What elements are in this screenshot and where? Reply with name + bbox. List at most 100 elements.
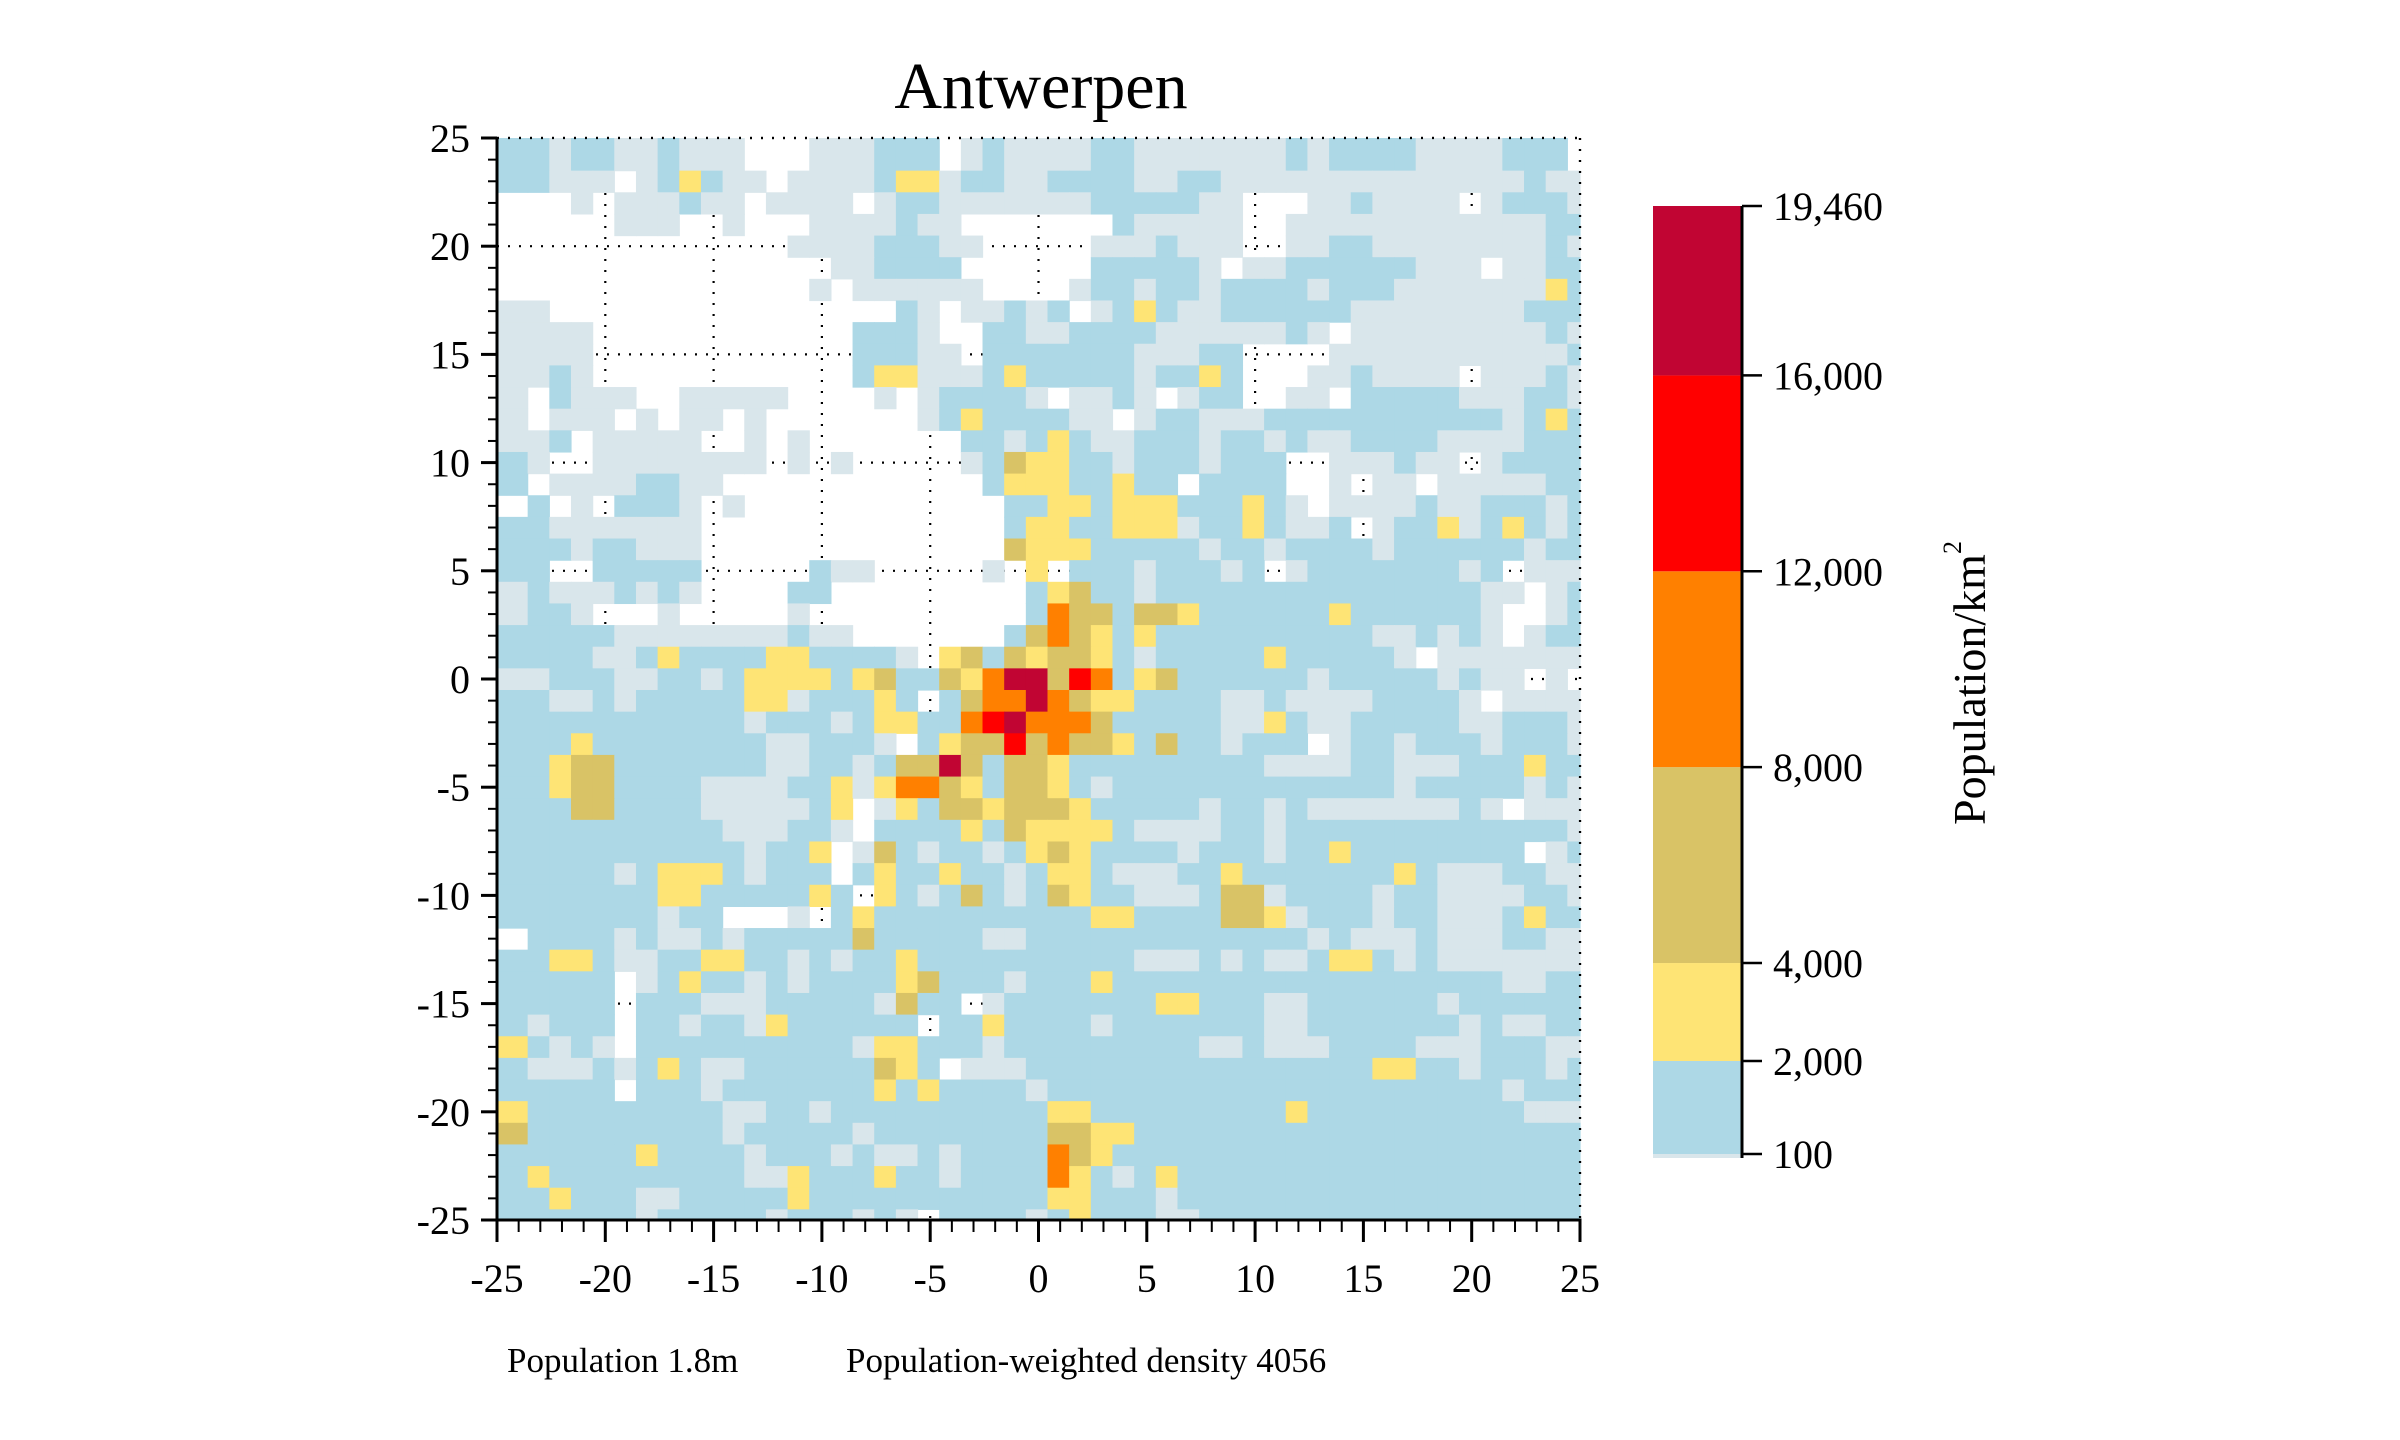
heatmap-cell — [960, 733, 984, 756]
x-tick-label: -15 — [687, 1256, 740, 1301]
heatmap-cell — [1415, 733, 1438, 756]
heatmap-cell — [1264, 1036, 1287, 1059]
heatmap-cell — [960, 387, 984, 410]
heatmap-cell — [592, 690, 615, 713]
heatmap-cell — [1025, 668, 1049, 691]
heatmap-cell — [1242, 668, 1265, 691]
heatmap-cell — [1285, 1014, 1309, 1037]
heatmap-cell — [809, 949, 832, 972]
heatmap-cell — [1480, 365, 1503, 388]
heatmap-cell — [852, 213, 875, 237]
heatmap-cell — [1524, 1014, 1547, 1037]
heatmap-cell — [549, 343, 572, 366]
heatmap-cell — [1134, 1057, 1157, 1081]
heatmap-cell — [1112, 1144, 1135, 1167]
heatmap-cell — [549, 1014, 572, 1037]
heatmap-cell — [1112, 992, 1135, 1016]
heatmap-cell — [635, 819, 659, 843]
heatmap-cell — [1437, 473, 1460, 496]
heatmap-cell — [1524, 516, 1547, 540]
heatmap-cell — [700, 949, 724, 972]
heatmap-cell — [874, 949, 897, 972]
heatmap-cell — [1155, 1101, 1179, 1124]
heatmap-cell — [1307, 322, 1330, 345]
heatmap-cell — [1437, 1057, 1460, 1081]
heatmap-cell — [1567, 819, 1581, 843]
heatmap-cell — [874, 798, 897, 821]
heatmap-cell — [1480, 451, 1503, 475]
heatmap-cell — [657, 1187, 680, 1210]
heatmap-cell — [765, 798, 789, 821]
heatmap-cell — [1415, 1122, 1438, 1146]
heatmap-cell — [722, 1036, 745, 1059]
heatmap-cell — [1112, 387, 1135, 410]
heatmap-cell — [722, 754, 745, 778]
heatmap-cell — [1545, 1057, 1568, 1081]
heatmap-cell — [809, 1122, 832, 1146]
heatmap-cell — [1459, 516, 1482, 540]
heatmap-cell — [1415, 949, 1438, 972]
y-tick-label: 15 — [430, 332, 470, 377]
heatmap-cell — [982, 408, 1005, 431]
heatmap-cell — [570, 754, 594, 778]
heatmap-cell — [809, 690, 832, 713]
heatmap-cell — [1545, 387, 1568, 410]
heatmap-cell — [852, 1057, 875, 1081]
heatmap-cell — [527, 949, 550, 972]
heatmap-cell — [679, 928, 702, 951]
heatmap-cell — [1199, 300, 1222, 323]
heatmap-cell — [1545, 884, 1568, 907]
heatmap-cell — [592, 625, 615, 648]
heatmap-cell — [1285, 690, 1309, 713]
heatmap-cell — [722, 733, 745, 756]
heatmap-cell — [527, 711, 550, 734]
heatmap-cell — [917, 322, 940, 345]
heatmap-cell — [1437, 1166, 1460, 1189]
heatmap-cell — [895, 235, 919, 258]
heatmap-cell — [592, 387, 615, 410]
heatmap-cell — [1025, 343, 1049, 366]
heatmap-cell — [1502, 538, 1525, 561]
heatmap-cell — [527, 603, 550, 626]
heatmap-cell — [1069, 495, 1092, 518]
heatmap-cell — [852, 733, 875, 756]
heatmap-cell — [1112, 495, 1135, 518]
heatmap-cell — [1112, 928, 1135, 951]
heatmap-cell — [1004, 949, 1027, 972]
heatmap-cell — [700, 711, 724, 734]
heatmap-cell — [1502, 841, 1525, 864]
heatmap-cell — [1004, 690, 1027, 713]
heatmap-cell — [1069, 1209, 1092, 1221]
heatmap-cell — [549, 581, 572, 605]
heatmap-cell — [1220, 625, 1244, 648]
heatmap-cell — [1567, 235, 1581, 258]
heatmap-cell — [1459, 992, 1482, 1016]
heatmap-cell — [1437, 451, 1460, 475]
heatmap-cell — [1394, 971, 1417, 994]
heatmap-cell — [614, 213, 637, 237]
heatmap-cell — [1264, 754, 1287, 778]
heatmap-cell — [1069, 581, 1092, 605]
heatmap-cell — [1285, 170, 1309, 193]
heatmap-cell — [1090, 322, 1114, 345]
heatmap-cell — [1199, 365, 1222, 388]
heatmap-cell — [874, 668, 897, 691]
heatmap-cell — [1285, 841, 1309, 864]
heatmap-cell — [1090, 733, 1114, 756]
heatmap-cell — [722, 1122, 745, 1146]
heatmap-cell — [549, 408, 572, 431]
heatmap-cell — [1459, 170, 1482, 193]
heatmap-cell — [939, 1187, 962, 1210]
heatmap-cell — [917, 213, 940, 237]
heatmap-cell — [1394, 668, 1417, 691]
heatmap-cell — [1090, 1079, 1114, 1102]
heatmap-cell — [830, 451, 854, 475]
heatmap-cell — [1415, 1079, 1438, 1102]
heatmap-cell — [1372, 949, 1395, 972]
heatmap-cell — [1025, 1057, 1049, 1081]
heatmap-cell — [1134, 1187, 1157, 1210]
heatmap-cell — [787, 581, 810, 605]
heatmap-cell — [1502, 343, 1525, 366]
heatmap-cell — [1459, 300, 1482, 323]
heatmap-cell — [1242, 473, 1265, 496]
